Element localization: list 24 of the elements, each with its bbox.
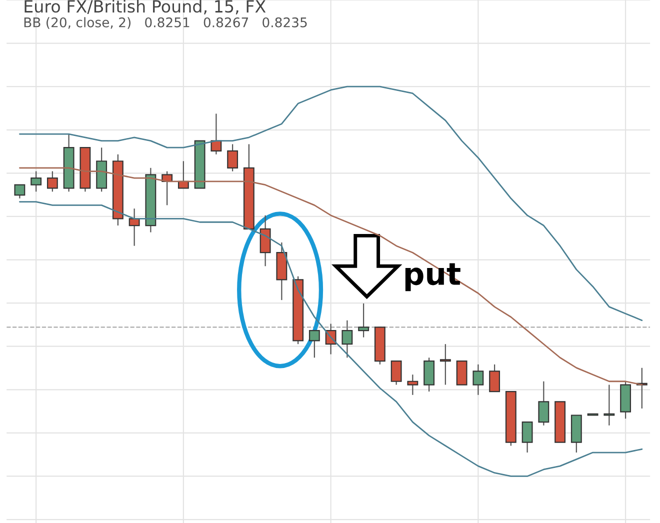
candlestick [522, 421, 533, 454]
candlestick [604, 384, 615, 426]
candlestick [308, 330, 320, 358]
candlestick [30, 170, 42, 192]
candlestick [472, 364, 484, 396]
candlestick [440, 344, 451, 386]
candlestick [128, 208, 140, 246]
chart-title: Euro FX/British Pound, 15, FX [24, 0, 266, 14]
candlestick [227, 144, 238, 172]
candlestick [407, 374, 418, 396]
candlestick [538, 380, 550, 426]
annotation: put [405, 263, 460, 292]
candlestick [46, 170, 58, 192]
candlestick [260, 214, 271, 267]
candlestick [489, 364, 500, 392]
candlestick [390, 360, 402, 386]
candlestick [342, 320, 353, 358]
candlestick [424, 357, 435, 392]
candlestick [210, 113, 222, 155]
candlestick [456, 360, 468, 386]
chart-subtitle: BB (20, close, 2) 0.8251 0.8267 0.8235 [24, 17, 307, 29]
candlestick [178, 160, 189, 189]
candlestick [14, 184, 26, 199]
candlestick [358, 302, 370, 338]
